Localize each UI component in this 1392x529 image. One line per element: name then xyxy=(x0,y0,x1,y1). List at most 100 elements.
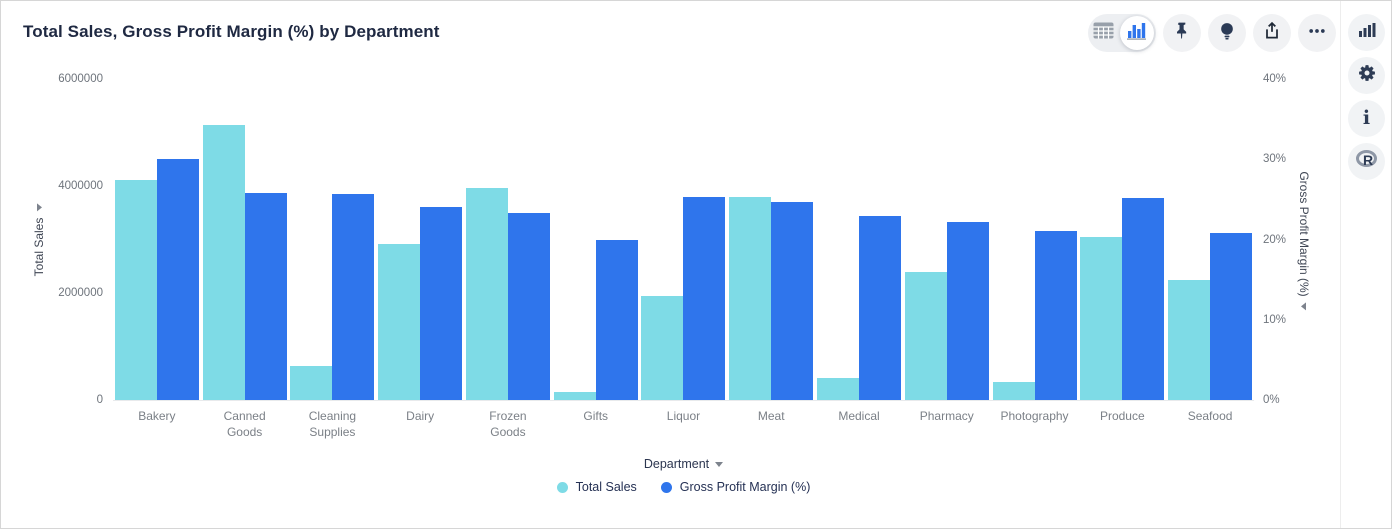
bar-group xyxy=(1078,79,1166,400)
bar-total-sales[interactable] xyxy=(290,365,333,400)
x-axis-label: Gifts xyxy=(552,409,640,440)
bar-total-sales[interactable] xyxy=(114,179,157,400)
ellipsis-icon xyxy=(1307,21,1327,46)
gear-icon xyxy=(1357,63,1377,88)
x-axis-label: Pharmacy xyxy=(903,409,991,440)
table-icon xyxy=(1093,22,1114,44)
x-axis-title: Department xyxy=(113,457,1254,471)
r-script-button[interactable]: R xyxy=(1348,143,1385,180)
more-options-button[interactable] xyxy=(1298,14,1336,52)
legend-item[interactable]: Gross Profit Margin (%) xyxy=(660,480,811,494)
x-axis-label: Liquor xyxy=(640,409,728,440)
legend-label: Total Sales xyxy=(575,480,637,494)
x-axis-label-text: Frozen Goods xyxy=(489,409,527,439)
x-axis-label-text: Bakery xyxy=(138,409,176,423)
info-button[interactable]: i xyxy=(1348,100,1385,137)
chart-type-button[interactable] xyxy=(1348,14,1385,51)
legend-item[interactable]: Total Sales xyxy=(556,480,637,494)
bar-group xyxy=(991,79,1079,400)
bar-group xyxy=(815,79,903,400)
x-axis-title-label: Department xyxy=(643,457,710,471)
y-axis-right-ticks: 40% 30% 20% 10% 0% xyxy=(1263,73,1307,406)
x-axis-label: Produce xyxy=(1078,409,1166,440)
bar-total-sales[interactable] xyxy=(1168,279,1211,400)
bar-chart-icon xyxy=(1358,22,1376,43)
bar-group xyxy=(289,79,377,400)
x-axis-label-text: Cleaning Supplies xyxy=(308,409,357,439)
bar-gross-profit-margin[interactable] xyxy=(946,221,989,400)
x-axis-label-text: Photography xyxy=(1000,409,1069,423)
y-axis-tick: 0% xyxy=(1263,394,1280,406)
bar-total-sales[interactable] xyxy=(992,382,1035,400)
legend-label: Gross Profit Margin (%) xyxy=(679,480,811,494)
pin-icon xyxy=(1172,21,1192,46)
insights-button[interactable] xyxy=(1208,14,1246,52)
x-axis-label-text: Liquor xyxy=(666,409,701,423)
chart-toolbar xyxy=(1088,14,1336,52)
bar-gross-profit-margin[interactable] xyxy=(332,193,375,400)
y-axis-tick: 30% xyxy=(1263,153,1287,166)
bar-group xyxy=(113,79,201,400)
table-view-button[interactable] xyxy=(1088,14,1118,52)
plot-area xyxy=(113,79,1254,401)
info-icon: i xyxy=(1362,107,1371,129)
bar-gross-profit-margin[interactable] xyxy=(1122,197,1165,400)
chevron-down-icon xyxy=(715,461,724,467)
bar-gross-profit-margin[interactable] xyxy=(771,201,814,400)
bar-gross-profit-margin[interactable] xyxy=(859,216,901,400)
bar-gross-profit-margin[interactable] xyxy=(507,213,550,400)
bar-total-sales[interactable] xyxy=(641,295,684,400)
y-axis-tick: 6000000 xyxy=(58,73,103,85)
bar-total-sales[interactable] xyxy=(465,188,508,400)
bar-group xyxy=(552,79,640,400)
bar-chart-icon xyxy=(1127,22,1147,45)
x-axis-label-text: Produce xyxy=(1099,409,1145,423)
bar-total-sales[interactable] xyxy=(904,272,947,400)
x-axis-label: Seafood xyxy=(1166,409,1254,440)
lightbulb-icon xyxy=(1217,21,1237,46)
bar-gross-profit-margin[interactable] xyxy=(1210,233,1253,400)
x-axis-label-text: Canned Goods xyxy=(223,409,266,439)
share-icon xyxy=(1262,21,1282,46)
share-button[interactable] xyxy=(1253,14,1291,52)
y-axis-tick: 0 xyxy=(96,394,103,406)
y-axis-tick: 10% xyxy=(1263,313,1287,326)
bar-total-sales[interactable] xyxy=(202,125,245,400)
x-axis-label-text: Medical xyxy=(838,409,880,423)
bar-gross-profit-margin[interactable] xyxy=(683,196,726,400)
pin-button[interactable] xyxy=(1163,14,1201,52)
settings-button[interactable] xyxy=(1348,57,1385,94)
x-axis-dropdown[interactable]: Department xyxy=(643,457,724,471)
legend-dot-icon xyxy=(660,481,672,493)
y-axis-tick: 20% xyxy=(1263,233,1287,246)
bar-gross-profit-margin[interactable] xyxy=(244,192,287,400)
toolbar-divider xyxy=(1340,1,1341,528)
bar-total-sales[interactable] xyxy=(553,391,596,400)
x-axis-labels: Bakery Canned Goods Cleaning Supplies Dairy… xyxy=(113,409,1254,440)
bar-total-sales[interactable] xyxy=(1080,237,1123,400)
x-axis-label: Meat xyxy=(727,409,815,440)
bar-total-sales[interactable] xyxy=(729,197,772,400)
legend-dot-icon xyxy=(556,481,568,493)
bar-gross-profit-margin[interactable] xyxy=(156,159,199,400)
x-axis-label: Cleaning Supplies xyxy=(289,409,377,440)
bar-group xyxy=(464,79,552,400)
bar-total-sales[interactable] xyxy=(817,377,859,400)
x-axis-label-text: Pharmacy xyxy=(919,409,974,423)
bar-gross-profit-margin[interactable] xyxy=(420,206,463,400)
bar-gross-profit-margin[interactable] xyxy=(595,240,638,400)
legend: Total Sales Gross Profit Margin (%) xyxy=(113,480,1254,494)
bar-gross-profit-margin[interactable] xyxy=(1034,230,1077,400)
y-axis-tick: 4000000 xyxy=(58,180,103,192)
chart-view-button[interactable] xyxy=(1120,16,1154,50)
bar-group xyxy=(640,79,728,400)
y-axis-tick: 2000000 xyxy=(58,287,103,299)
page-title: Total Sales, Gross Profit Margin (%) by … xyxy=(23,22,440,41)
view-toggle xyxy=(1088,14,1156,52)
svg-text:R: R xyxy=(1363,152,1373,168)
x-axis-label: Bakery xyxy=(113,409,201,440)
bar-total-sales[interactable] xyxy=(378,244,421,400)
side-rail: i R xyxy=(1348,14,1385,180)
r-logo-icon: R xyxy=(1355,148,1379,175)
